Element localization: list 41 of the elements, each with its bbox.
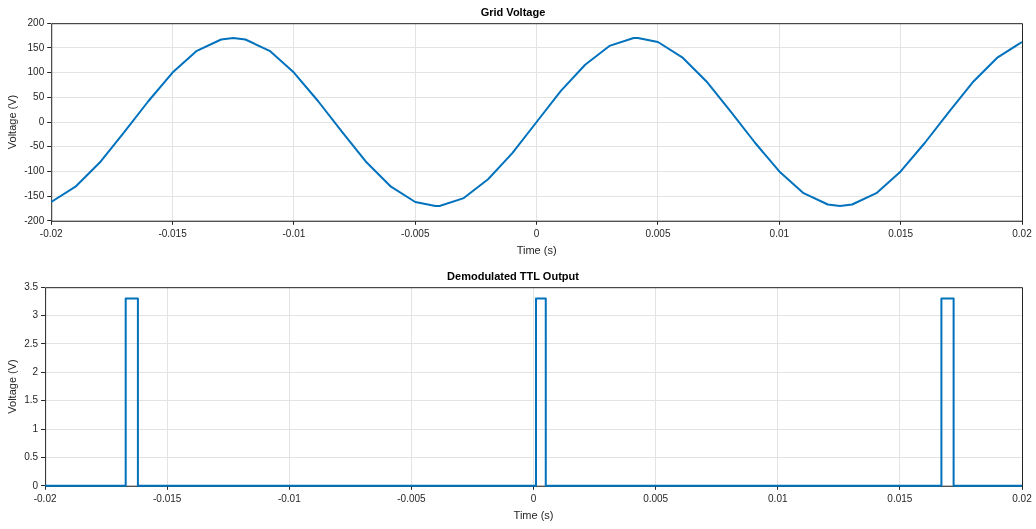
y-tick-label: 0 — [38, 115, 45, 127]
y-axis-title: Voltage (V) — [5, 94, 18, 150]
y-tick-label: 2.5 — [24, 337, 39, 349]
x-tick-label: 0.015 — [888, 227, 914, 239]
y-tick-label: 200 — [27, 16, 45, 28]
y-tick-label: 150 — [27, 41, 45, 53]
chart-title: Grid Voltage — [480, 5, 546, 18]
x-tick-label: 0 — [530, 492, 537, 504]
x-tick-label: 0.01 — [769, 227, 790, 239]
x-tick-label: -0.01 — [277, 492, 302, 504]
y-tick-label: 50 — [33, 91, 45, 103]
y-tick-label: -50 — [29, 140, 45, 152]
x-tick-label: 0.02 — [1012, 227, 1033, 239]
x-tick-label: -0.005 — [401, 227, 430, 239]
x-axis-title: Time (s) — [513, 509, 554, 522]
y-tick-label: 1 — [32, 422, 39, 434]
y-tick-label: 2 — [32, 366, 39, 378]
x-tick-label: 0.02 — [1012, 492, 1033, 504]
x-tick-label: 0.015 — [887, 492, 913, 504]
y-tick-label: 3 — [32, 309, 39, 321]
y-tick-label: -150 — [24, 189, 45, 201]
y-tick-label: 1.5 — [24, 394, 39, 406]
x-tick-label: -0.01 — [282, 227, 306, 239]
x-axis-title: Time (s) — [516, 244, 557, 257]
y-tick-label: 0.5 — [24, 451, 39, 463]
y-tick-label: 0 — [32, 479, 39, 491]
x-tick-label: -0.02 — [33, 492, 57, 504]
y-tick-label: -100 — [24, 165, 45, 177]
x-tick-label: -0.005 — [397, 492, 427, 504]
x-tick-label: 0.01 — [768, 492, 788, 504]
chart-title: Demodulated TTL Output — [447, 269, 580, 282]
x-tick-label: -0.015 — [158, 227, 188, 239]
y-tick-label: 3.5 — [24, 280, 39, 292]
y-tick-label: -200 — [24, 214, 45, 226]
y-axis-title: Voltage (V) — [5, 359, 18, 414]
x-tick-label: -0.015 — [153, 492, 182, 504]
x-tick-label: 0.005 — [645, 227, 671, 239]
x-tick-label: -0.02 — [39, 227, 64, 239]
x-tick-label: 0 — [533, 227, 540, 239]
x-tick-label: 0.005 — [643, 492, 669, 504]
y-tick-label: 100 — [27, 66, 45, 78]
